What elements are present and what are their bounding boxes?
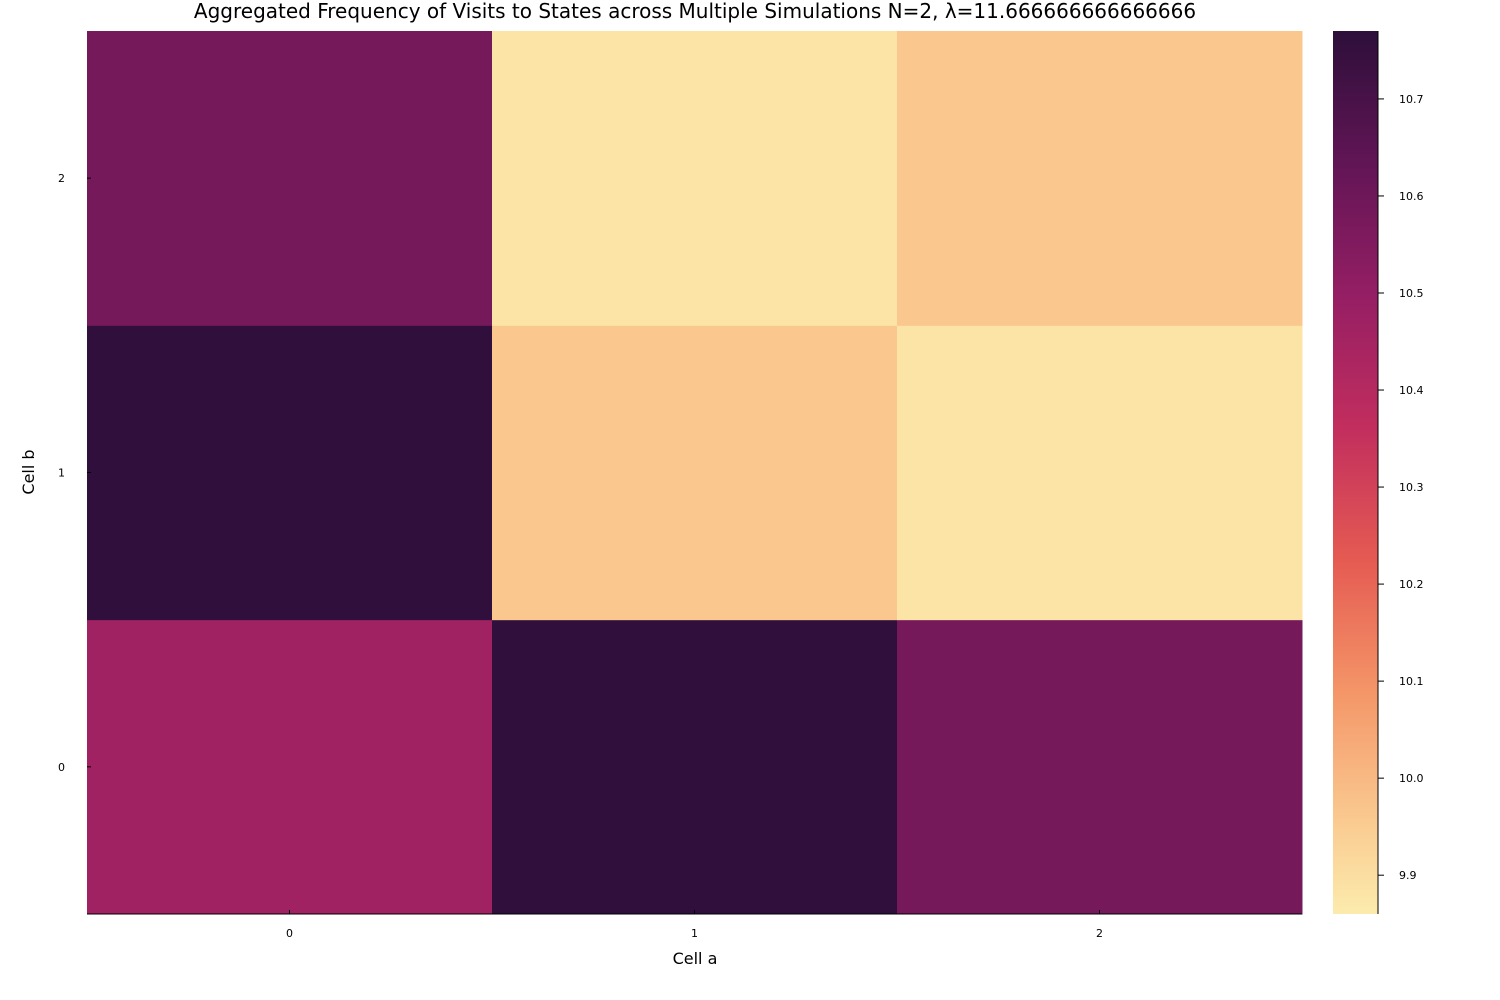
colorbar-tick-label: 10.7 (1399, 93, 1424, 106)
colorbar-tick-label: 9.9 (1399, 869, 1417, 882)
x-tick-label: 0 (286, 927, 293, 940)
chart-title: Aggregated Frequency of Visits to States… (194, 0, 1196, 23)
colorbar-tick-label: 10.1 (1399, 675, 1424, 688)
colorbar-tick-label: 10.5 (1399, 287, 1424, 300)
colorbar-gradient (1333, 31, 1378, 914)
colorbar-tick-label: 10.3 (1399, 481, 1424, 494)
x-tick-label: 1 (691, 927, 698, 940)
heatmap-cell-a0-b1 (87, 325, 493, 621)
colorbar: 9.9 10.0 10.1 10.2 10.3 10.4 10.5 10.6 10.7 (1333, 31, 1424, 914)
y-tick-label: 0 (58, 761, 65, 774)
y-ticks: 0 1 2 (58, 172, 91, 774)
y-tick-label: 2 (58, 172, 65, 185)
heatmap-cell-a1-b0 (492, 619, 898, 915)
heatmap-cell-a1-b2 (492, 31, 898, 326)
heatmap-cells (87, 31, 1303, 915)
x-tick-label: 2 (1096, 927, 1103, 940)
heatmap-cell-a0-b0 (87, 619, 493, 915)
colorbar-tick-label: 10.6 (1399, 190, 1424, 203)
colorbar-tick-label: 10.0 (1399, 772, 1424, 785)
heatmap-cell-a2-b1 (897, 325, 1303, 621)
x-ticks: 0 1 2 (286, 910, 1103, 940)
colorbar-ticks: 9.9 10.0 10.1 10.2 10.3 10.4 10.5 10.6 10.7 (1378, 93, 1424, 882)
y-tick-label: 1 (58, 467, 65, 480)
heatmap-cell-a2-b0 (897, 619, 1303, 915)
heatmap-cell-a0-b2 (87, 31, 493, 326)
heatmap-cell-a2-b2 (897, 31, 1303, 326)
x-axis-label: Cell a (673, 949, 718, 968)
colorbar-tick-label: 10.4 (1399, 384, 1424, 397)
colorbar-tick-label: 10.2 (1399, 578, 1424, 591)
heatmap-cell-a1-b1 (492, 325, 898, 621)
y-axis-label: Cell b (19, 449, 38, 494)
